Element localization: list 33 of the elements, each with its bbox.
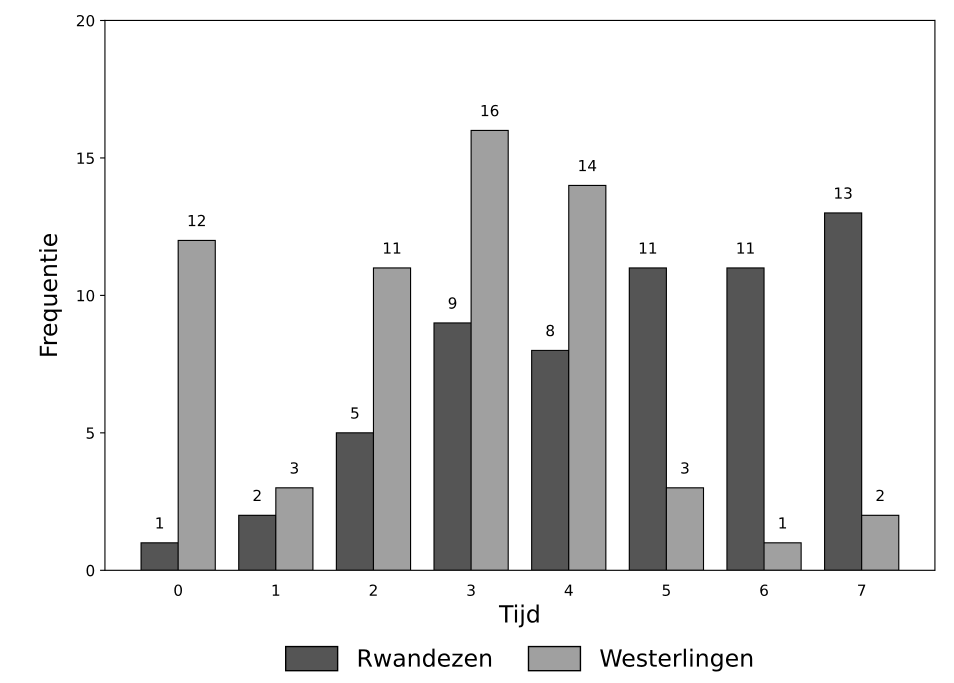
data-label: 3 bbox=[681, 462, 689, 474]
x-axis-title: Tijd bbox=[498, 604, 539, 628]
data-label: 2 bbox=[254, 490, 261, 502]
x-tick-label: 3 bbox=[467, 584, 475, 596]
x-tick-label: 7 bbox=[858, 584, 866, 596]
data-label: 5 bbox=[351, 407, 358, 419]
data-label: 12 bbox=[188, 214, 205, 226]
x-tick-label: 2 bbox=[370, 584, 377, 596]
data-label: 2 bbox=[876, 490, 884, 502]
y-tick-label: 0 bbox=[86, 564, 94, 576]
y-tick-label: 10 bbox=[77, 290, 94, 302]
legend-label: Rwandezen bbox=[358, 648, 492, 667]
data-label: 14 bbox=[579, 160, 596, 172]
y-tick-label: 15 bbox=[77, 152, 94, 164]
y-tick-label: 5 bbox=[86, 428, 94, 439]
x-tick-label: 5 bbox=[662, 584, 670, 596]
x-tick-label: 6 bbox=[760, 584, 768, 596]
data-label: 11 bbox=[737, 242, 754, 254]
data-label: 11 bbox=[640, 242, 656, 254]
data-label: 13 bbox=[835, 187, 852, 199]
y-axis-title: Frequentie bbox=[39, 234, 62, 356]
data-label: 11 bbox=[384, 242, 400, 254]
x-tick-label: 4 bbox=[564, 584, 573, 596]
x-tick-label: 1 bbox=[272, 584, 280, 596]
data-label: 8 bbox=[546, 324, 554, 336]
x-tick-label: 0 bbox=[174, 584, 182, 596]
data-label: 9 bbox=[448, 297, 456, 309]
legend-label: Westerlingen bbox=[600, 648, 752, 672]
data-label: 1 bbox=[779, 517, 786, 529]
y-tick-label: 20 bbox=[76, 14, 94, 27]
data-label: 1 bbox=[156, 517, 164, 529]
data-label: 3 bbox=[290, 462, 298, 474]
data-label: 16 bbox=[482, 104, 498, 116]
